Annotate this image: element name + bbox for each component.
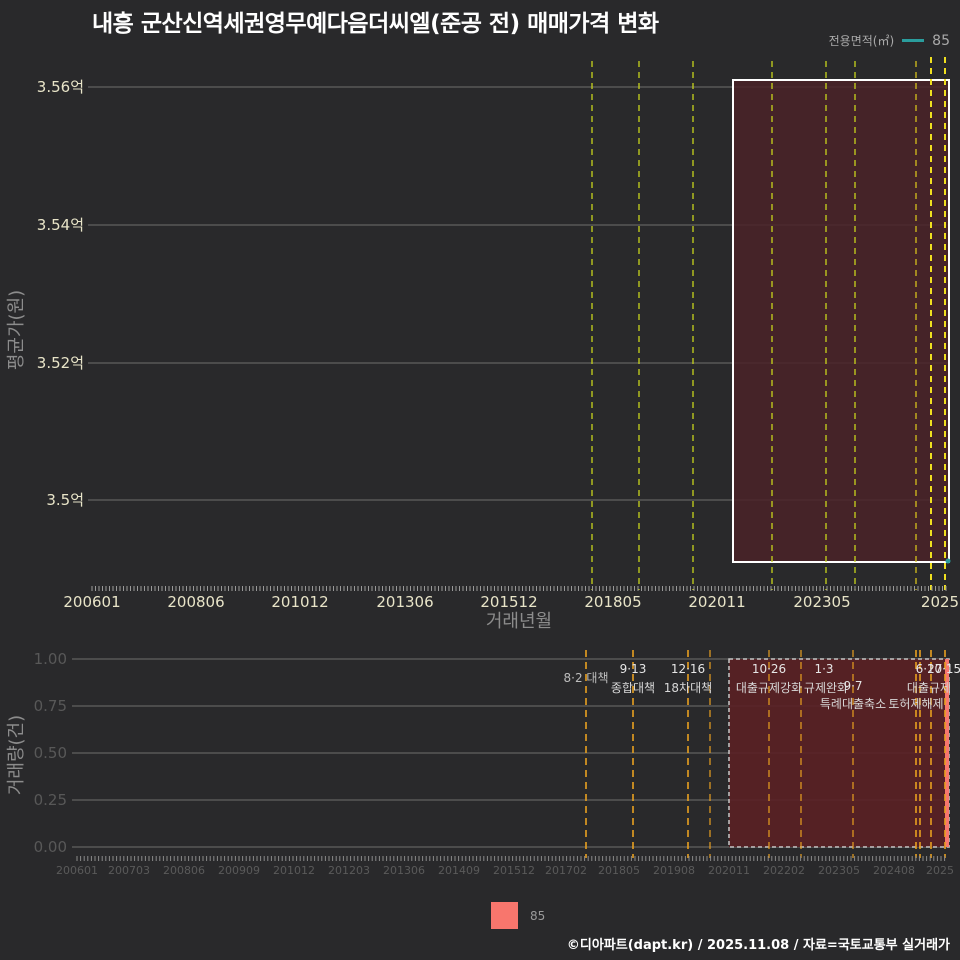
- legend-top: 전용면적(㎡) 85: [829, 32, 950, 49]
- xtick-label: 200703: [108, 864, 150, 877]
- top-x-ticks: 200601 200806 201012 201306 201512 20180…: [63, 593, 959, 611]
- xtick-label: 201306: [383, 864, 425, 877]
- bottom-highlight-rect: [728, 658, 950, 848]
- xtick-label: 202011: [688, 593, 745, 611]
- ytick-label: 1.00: [34, 650, 67, 668]
- annotation-label: 18차대책: [664, 680, 712, 695]
- top-y-ticks: 3.56억 3.54억 3.52억 3.5억: [37, 78, 84, 509]
- annotation-date: 12·16: [671, 662, 705, 676]
- annotation-label: 종합대책: [611, 680, 655, 695]
- legend-top-value: 85: [932, 32, 950, 49]
- bottom-chart: 1.00 0.75 0.50 0.25 0.00 거래량(건) 8·2: [6, 650, 960, 877]
- xtick-label: 201702: [545, 864, 587, 877]
- xtick-label: 201409: [438, 864, 480, 877]
- annotation-label: 규제완화: [804, 681, 848, 695]
- bottom-y-ticks: 1.00 0.75 0.50 0.25 0.00: [34, 650, 67, 856]
- xtick-label: 2025: [921, 593, 959, 611]
- xtick-label: 202011: [708, 864, 750, 877]
- annotation-label: 대출규제: [907, 681, 951, 695]
- bottom-x-ticks: 200601 200703 200806 200909 201012 201203 2013…: [56, 864, 954, 877]
- annotation-label: 특례대출축소: [820, 697, 886, 711]
- xtick-label: 202408: [873, 864, 915, 877]
- top-x-minor-ticks: [91, 586, 947, 591]
- xtick-label: 201306: [376, 593, 433, 611]
- ytick-label: 0.50: [34, 744, 67, 762]
- xtick-label: 201512: [493, 864, 535, 877]
- annotation-date: 10·26: [752, 662, 786, 676]
- xtick-label: 201512: [480, 593, 537, 611]
- xtick-label: 201805: [584, 593, 641, 611]
- xtick-label: 200806: [167, 593, 224, 611]
- xtick-label: 201012: [273, 864, 315, 877]
- xtick-label: 202202: [763, 864, 805, 877]
- xtick-label: 200601: [63, 593, 120, 611]
- xtick-label: 201012: [271, 593, 328, 611]
- ytick-label: 3.56억: [37, 78, 84, 96]
- xtick-label: 202305: [793, 593, 850, 611]
- annotation-date: 9·13: [620, 662, 647, 676]
- xtick-label: 200909: [218, 864, 260, 877]
- legend-bottom-value: 85: [530, 908, 546, 923]
- legend-bar-swatch-icon: [491, 902, 518, 929]
- xtick-label: 201908: [653, 864, 695, 877]
- xtick-label: 2025: [926, 864, 954, 877]
- ytick-label: 0.00: [34, 838, 67, 856]
- top-policy-lines: [591, 57, 946, 590]
- top-chart: 3.56억 3.54억 3.52억 3.5억 평균가(원): [6, 57, 959, 632]
- legend-bottom: 85: [491, 902, 545, 929]
- xtick-label: 200601: [56, 864, 98, 877]
- highlight-range-rect: [732, 79, 950, 563]
- annotation-date: 10·15: [927, 662, 960, 676]
- policy-annotations: 8·2 대책 9·13 종합대책 12·16 18차대책 10·26 대출규제강…: [564, 662, 960, 711]
- xtick-label: 201805: [598, 864, 640, 877]
- xtick-label: 201203: [328, 864, 370, 877]
- legend-top-title: 전용면적(㎡): [828, 34, 895, 48]
- bottom-y-axis-title: 거래량(건): [6, 715, 27, 795]
- bottom-policy-lines: [585, 650, 946, 858]
- annotation-label: 8·2 대책: [564, 670, 609, 685]
- bottom-x-minor-ticks: [76, 856, 946, 861]
- top-y-axis-title: 평균가(원): [6, 290, 27, 370]
- xtick-label: 202305: [818, 864, 860, 877]
- ytick-label: 3.54억: [37, 216, 84, 234]
- annotation-date: 6·27: [916, 662, 943, 676]
- ytick-label: 0.75: [34, 697, 67, 715]
- source-credit: ©디아파트(dapt.kr) / 2025.11.08 / 자료=국토교통부 실…: [566, 938, 950, 953]
- ytick-label: 0.25: [34, 791, 67, 809]
- annotation-label: 토허제해제: [888, 697, 943, 711]
- volume-bar: [945, 659, 949, 847]
- annotation-date: 1·3: [814, 662, 833, 676]
- annotation-date: 9·7: [843, 679, 862, 693]
- annotation-label: 대출규제강화: [736, 681, 802, 695]
- ytick-label: 3.52억: [37, 354, 84, 372]
- xtick-label: 200806: [163, 864, 205, 877]
- ytick-label: 3.5억: [46, 491, 84, 509]
- data-point: [945, 558, 951, 564]
- top-x-axis-title: 거래년월: [486, 611, 552, 632]
- chart-title: 내흥 군산신역세권영무예다음더씨엘(준공 전) 매매가격 변화: [92, 11, 659, 37]
- legend-line-icon: [902, 39, 925, 42]
